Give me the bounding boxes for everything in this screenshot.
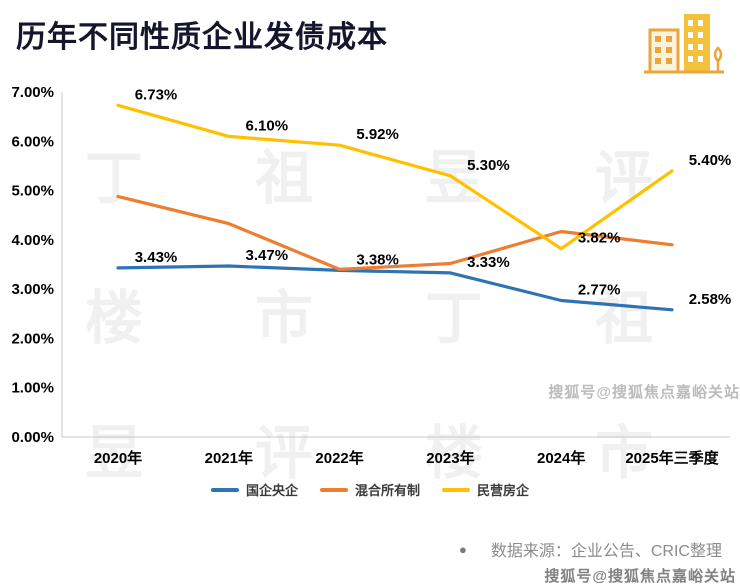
data-label: 5.40% bbox=[689, 152, 732, 169]
y-tick-label: 2.00% bbox=[11, 330, 54, 347]
legend-item: 民营房企 bbox=[442, 480, 529, 499]
legend-label: 国企央企 bbox=[245, 483, 298, 498]
data-label: 2.77% bbox=[578, 282, 621, 299]
y-tick-label: 5.00% bbox=[11, 183, 54, 200]
x-tick-label: 2022年 bbox=[315, 449, 363, 467]
y-tick-label: 6.00% bbox=[11, 133, 54, 150]
y-tick-label: 1.00% bbox=[11, 380, 54, 397]
legend-label: 混合所有制 bbox=[354, 483, 420, 498]
data-label: 3.47% bbox=[246, 247, 289, 264]
data-source-label: 数据来源：企业公告、CRIC整理 bbox=[490, 543, 722, 560]
y-tick-label: 7.00% bbox=[11, 84, 54, 101]
legend-swatch bbox=[442, 487, 470, 492]
x-tick-label: 2024年 bbox=[537, 449, 585, 467]
x-tick-label: 2023年 bbox=[426, 449, 474, 467]
data-label: 3.43% bbox=[135, 249, 178, 266]
legend-item: 混合所有制 bbox=[319, 480, 420, 499]
series-line bbox=[116, 103, 674, 251]
data-label: 3.82% bbox=[578, 230, 621, 247]
x-tick-label: 2025年三季度 bbox=[625, 449, 719, 467]
y-tick-label: 4.00% bbox=[11, 232, 54, 249]
legend-item: 国企央企 bbox=[210, 480, 298, 499]
series-line bbox=[116, 194, 674, 271]
data-source: ● 数据来源：企业公告、CRIC整理 bbox=[459, 537, 722, 561]
y-tick-label: 3.00% bbox=[11, 281, 54, 298]
data-label: 3.33% bbox=[467, 254, 510, 271]
x-tick-label: 2021年 bbox=[205, 449, 253, 467]
sohu-watermark-bottom: 搜狐号@搜狐焦点嘉峪关站 bbox=[544, 568, 736, 585]
legend-swatch bbox=[319, 487, 348, 492]
data-label: 5.30% bbox=[467, 157, 510, 174]
y-tick-label: 0.00% bbox=[11, 429, 54, 446]
sohu-watermark-mid: 搜狐号@搜狐焦点嘉峪关站 bbox=[548, 384, 740, 401]
chart-legend: 国企央企 混合所有制 民营房企 bbox=[0, 480, 740, 499]
data-label: 5.92% bbox=[356, 126, 399, 143]
legend-label: 民营房企 bbox=[477, 483, 530, 498]
data-label: 3.38% bbox=[356, 251, 399, 268]
series-line bbox=[116, 264, 674, 312]
data-label: 6.10% bbox=[246, 117, 289, 134]
line-chart: 0.00% 1.00% 2.00% 3.00% 4.00% 5.00% 6.00% 7.00%… bbox=[0, 80, 740, 475]
x-tick-label: 2020年 bbox=[94, 449, 142, 467]
legend-swatch bbox=[210, 487, 239, 492]
data-label: 6.73% bbox=[135, 86, 178, 103]
bullet-icon: ● bbox=[459, 541, 467, 557]
buildings-icon bbox=[642, 6, 726, 78]
page-title: 历年不同性质企业发债成本 bbox=[16, 21, 388, 54]
data-label: 2.58% bbox=[689, 291, 732, 308]
